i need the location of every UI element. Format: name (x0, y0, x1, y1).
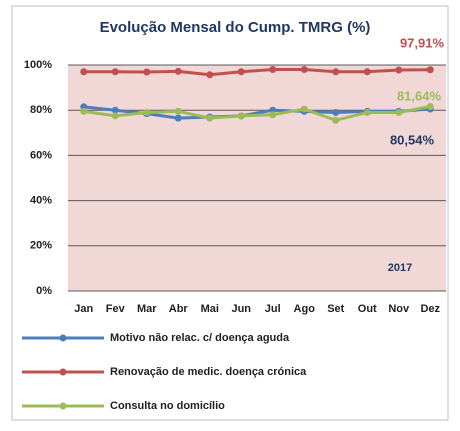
data-point (237, 112, 245, 120)
data-point (363, 68, 371, 76)
data-point (300, 66, 308, 74)
data-point (143, 68, 151, 76)
legend-label: Renovação de medic. doença crónica (110, 366, 307, 378)
data-point (269, 66, 277, 74)
x-tick-label: Jun (231, 303, 251, 315)
data-point (80, 107, 88, 115)
x-tick-label: Set (327, 303, 344, 315)
y-tick-label: 20% (30, 240, 52, 252)
y-tick-label: 0% (36, 285, 52, 297)
data-point (111, 68, 119, 76)
data-point (332, 108, 340, 116)
data-point (426, 102, 434, 110)
legend-marker (59, 334, 67, 342)
data-point (363, 108, 371, 116)
legend-marker (59, 368, 67, 376)
x-tick-label: Out (358, 303, 377, 315)
data-point (332, 116, 340, 124)
data-point (206, 114, 214, 122)
x-tick-label: Jul (265, 303, 281, 315)
legend-label: Motivo não relac. c/ doença aguda (110, 332, 290, 344)
x-tick-label: Fev (106, 303, 126, 315)
y-tick-label: 60% (30, 149, 52, 161)
x-tick-label: Nov (388, 303, 410, 315)
data-point (237, 68, 245, 76)
data-point (395, 108, 403, 116)
data-point (80, 68, 88, 76)
x-tick-label: Dez (420, 303, 440, 315)
data-point (143, 108, 151, 116)
plot-area (68, 65, 446, 291)
x-tick-label: Ago (294, 303, 316, 315)
chart-title: Evolução Mensal do Cump. TMRG (%) (100, 19, 371, 36)
data-point (332, 68, 340, 76)
data-point (174, 114, 182, 122)
x-tick-label: Jan (74, 303, 93, 315)
x-tick-label: Mar (137, 303, 157, 315)
data-point (395, 66, 403, 74)
y-tick-label: 100% (24, 59, 52, 71)
data-point (111, 112, 119, 120)
series-line (83, 105, 431, 122)
data-point (174, 67, 182, 75)
x-tick-label: Mai (201, 303, 219, 315)
data-label: 80,54% (390, 132, 435, 147)
data-point (300, 105, 308, 113)
legend-label: Consulta no domicílio (110, 400, 225, 412)
data-label: 81,64% (397, 88, 442, 103)
data-point (206, 71, 214, 79)
annotation: 2017 (388, 262, 412, 274)
data-point (426, 66, 434, 74)
series-line (83, 68, 431, 77)
y-tick-label: 80% (30, 104, 52, 116)
y-tick-label: 40% (30, 195, 52, 207)
x-tick-label: Abr (169, 303, 189, 315)
data-point (174, 107, 182, 115)
data-point (269, 111, 277, 119)
data-label: 97,91% (400, 35, 445, 50)
legend-marker (59, 402, 67, 410)
data-point (111, 106, 119, 114)
